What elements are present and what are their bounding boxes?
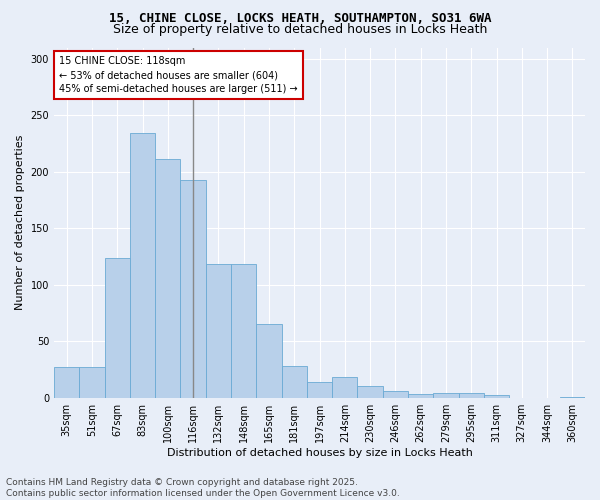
- Bar: [458, 393, 484, 398]
- Bar: [560, 396, 585, 398]
- Bar: [281, 366, 307, 398]
- Bar: [433, 393, 458, 398]
- Bar: [383, 391, 408, 398]
- Bar: [332, 378, 358, 398]
- Bar: [358, 386, 383, 398]
- X-axis label: Distribution of detached houses by size in Locks Heath: Distribution of detached houses by size …: [167, 448, 472, 458]
- Text: 15, CHINE CLOSE, LOCKS HEATH, SOUTHAMPTON, SO31 6WA: 15, CHINE CLOSE, LOCKS HEATH, SOUTHAMPTO…: [109, 12, 491, 26]
- Y-axis label: Number of detached properties: Number of detached properties: [15, 135, 25, 310]
- Bar: [484, 396, 509, 398]
- Bar: [256, 324, 281, 398]
- Bar: [181, 180, 206, 398]
- Text: Contains HM Land Registry data © Crown copyright and database right 2025.
Contai: Contains HM Land Registry data © Crown c…: [6, 478, 400, 498]
- Bar: [307, 382, 332, 398]
- Text: Size of property relative to detached houses in Locks Heath: Size of property relative to detached ho…: [113, 22, 487, 36]
- Bar: [231, 264, 256, 398]
- Bar: [206, 264, 231, 398]
- Bar: [408, 394, 433, 398]
- Bar: [155, 160, 181, 398]
- Bar: [130, 134, 155, 398]
- Bar: [79, 367, 104, 398]
- Bar: [104, 258, 130, 398]
- Text: 15 CHINE CLOSE: 118sqm
← 53% of detached houses are smaller (604)
45% of semi-de: 15 CHINE CLOSE: 118sqm ← 53% of detached…: [59, 56, 298, 94]
- Bar: [54, 367, 79, 398]
